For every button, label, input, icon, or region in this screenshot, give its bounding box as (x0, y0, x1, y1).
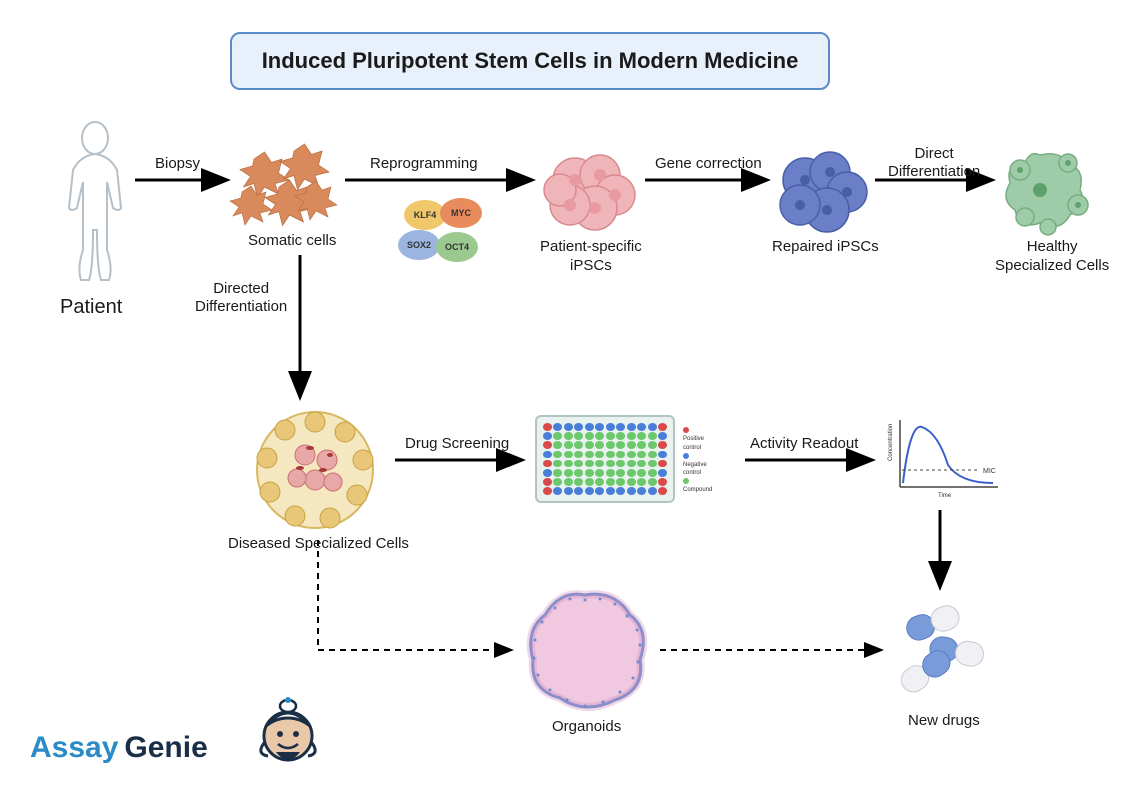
repaired-node: Repaired iPSCs (772, 238, 879, 257)
newdrugs-node: New drugs (908, 712, 980, 731)
biopsy-edge-label: Biopsy (155, 155, 200, 173)
repaired-ipsc-graphic (780, 152, 867, 232)
newdrugs-graphic (897, 602, 986, 696)
somatic-cells-graphic (230, 144, 337, 226)
assaygenie-logo: AssayGenie (30, 731, 208, 765)
healthy-label: Healthy Specialized Cells (995, 238, 1109, 276)
directdiff-edge-label: Direct Differentiation (888, 145, 980, 181)
repaired-label: Repaired iPSCs (772, 238, 879, 257)
factor-sox2: SOX2 (398, 230, 440, 260)
directeddiff-edge-label: Directed Differentiation (195, 280, 287, 316)
logo-genie-icon (261, 697, 315, 760)
newdrugs-label: New drugs (908, 712, 980, 731)
logo-part2: Genie (124, 731, 207, 765)
svg-text:Concentration: Concentration (888, 424, 894, 461)
wellplate-node: Positive control Negative control Compou… (535, 415, 675, 503)
healthy-cells-graphic (1006, 154, 1088, 235)
svg-text:MIC: MIC (983, 468, 996, 475)
patient-label: Patient (60, 295, 122, 320)
activity-chart: MIC Concentration Time (888, 420, 998, 499)
genecorrection-edge-label: Gene correction (655, 155, 762, 173)
somatic-label: Somatic cells (248, 232, 336, 251)
factor-oct4: OCT4 (436, 232, 478, 262)
diagram-svg: MIC Concentration Time (0, 0, 1136, 795)
svg-text:Time: Time (938, 493, 952, 499)
diseased-node: Diseased Specialized Cells (228, 535, 409, 554)
ipsc-label: Patient-specific iPSCs (540, 238, 642, 276)
organoids-label: Organoids (552, 718, 621, 737)
somatic-node: Somatic cells (248, 232, 336, 251)
ipsc-node: Patient-specific iPSCs (540, 238, 642, 276)
factor-myc: MYC (440, 198, 482, 228)
diseased-label: Diseased Specialized Cells (228, 535, 409, 554)
activityreadout-edge-label: Activity Readout (750, 435, 858, 453)
drugscreening-edge-label: Drug Screening (405, 435, 509, 453)
ipsc-graphic (544, 155, 635, 230)
diagram-title: Induced Pluripotent Stem Cells in Modern… (230, 32, 830, 90)
logo-part1: Assay (30, 731, 118, 765)
organoids-node: Organoids (552, 718, 621, 737)
patient-node: Patient (60, 295, 122, 320)
patient-figure (69, 122, 121, 280)
reprogramming-edge-label: Reprogramming (370, 155, 478, 173)
reprogramming-factors: KLF4 MYC SOX2 OCT4 (398, 198, 488, 268)
organoid-graphic (531, 594, 644, 707)
diseased-cells-graphic (257, 412, 373, 528)
wellplate-legend: Positive control Negative control Compou… (683, 427, 712, 494)
wellplate-graphic (535, 415, 675, 503)
healthy-node: Healthy Specialized Cells (995, 238, 1109, 276)
